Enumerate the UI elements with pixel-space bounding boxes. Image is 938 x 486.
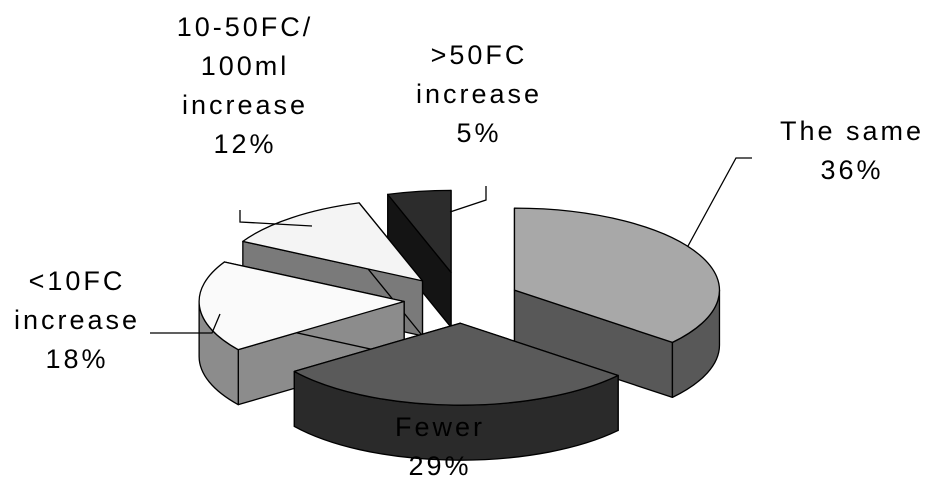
slice-label-under-10fc: <10FC increase 18% xyxy=(2,262,152,379)
slice-label-over-50fc-line-3: 5% xyxy=(456,118,502,148)
leader-line-under-10fc xyxy=(150,313,221,334)
slice-label-over-50fc-line-2: increase xyxy=(415,79,543,109)
leader-line-10-50fc xyxy=(239,210,313,227)
slice-label-under-10fc-line-1: <10FC xyxy=(28,266,126,296)
pie-slice-under-10fc-top xyxy=(198,261,405,351)
pie-slice-10-50fc-top xyxy=(242,202,424,282)
pie-slice-the-same xyxy=(513,207,721,399)
pie-slice-over-50fc xyxy=(387,189,452,328)
slice-label-fewer-line-1: Fewer xyxy=(394,412,485,442)
leader-lines xyxy=(150,157,752,334)
slice-label-under-10fc-line-3: 18% xyxy=(45,344,109,374)
slice-label-the-same: The same 36% xyxy=(762,112,938,190)
leader-line-the-same xyxy=(687,157,752,247)
slice-label-under-10fc-line-2: increase xyxy=(13,305,141,335)
slice-label-10-50fc-line-2: 100ml xyxy=(200,51,290,81)
slice-label-10-50fc-line-4: 12% xyxy=(213,129,277,159)
slice-label-over-50fc-line-1: >50FC xyxy=(430,40,528,70)
slice-label-10-50fc: 10-50FC/ 100ml increase 12% xyxy=(150,8,340,164)
pie-slice-over-50fc-top xyxy=(387,189,452,273)
pie-slices xyxy=(198,189,721,461)
pie-slice-the-same-top xyxy=(513,207,721,344)
pie-slice-under-10fc xyxy=(198,261,405,406)
slice-label-the-same-line-1: The same xyxy=(779,116,925,146)
slice-label-fewer: Fewer 29% xyxy=(370,408,510,486)
pie-slice-fewer xyxy=(293,322,619,461)
leader-line-over-50fc xyxy=(449,186,487,213)
slice-label-10-50fc-line-3: increase xyxy=(181,90,309,120)
slice-label-fewer-line-2: 29% xyxy=(408,451,472,481)
slice-label-the-same-line-2: 36% xyxy=(820,155,884,185)
slice-label-over-50fc: >50FC increase 5% xyxy=(394,36,564,153)
slice-label-10-50fc-line-1: 10-50FC/ xyxy=(176,12,314,42)
pie-slice-fewer-top xyxy=(293,322,619,406)
